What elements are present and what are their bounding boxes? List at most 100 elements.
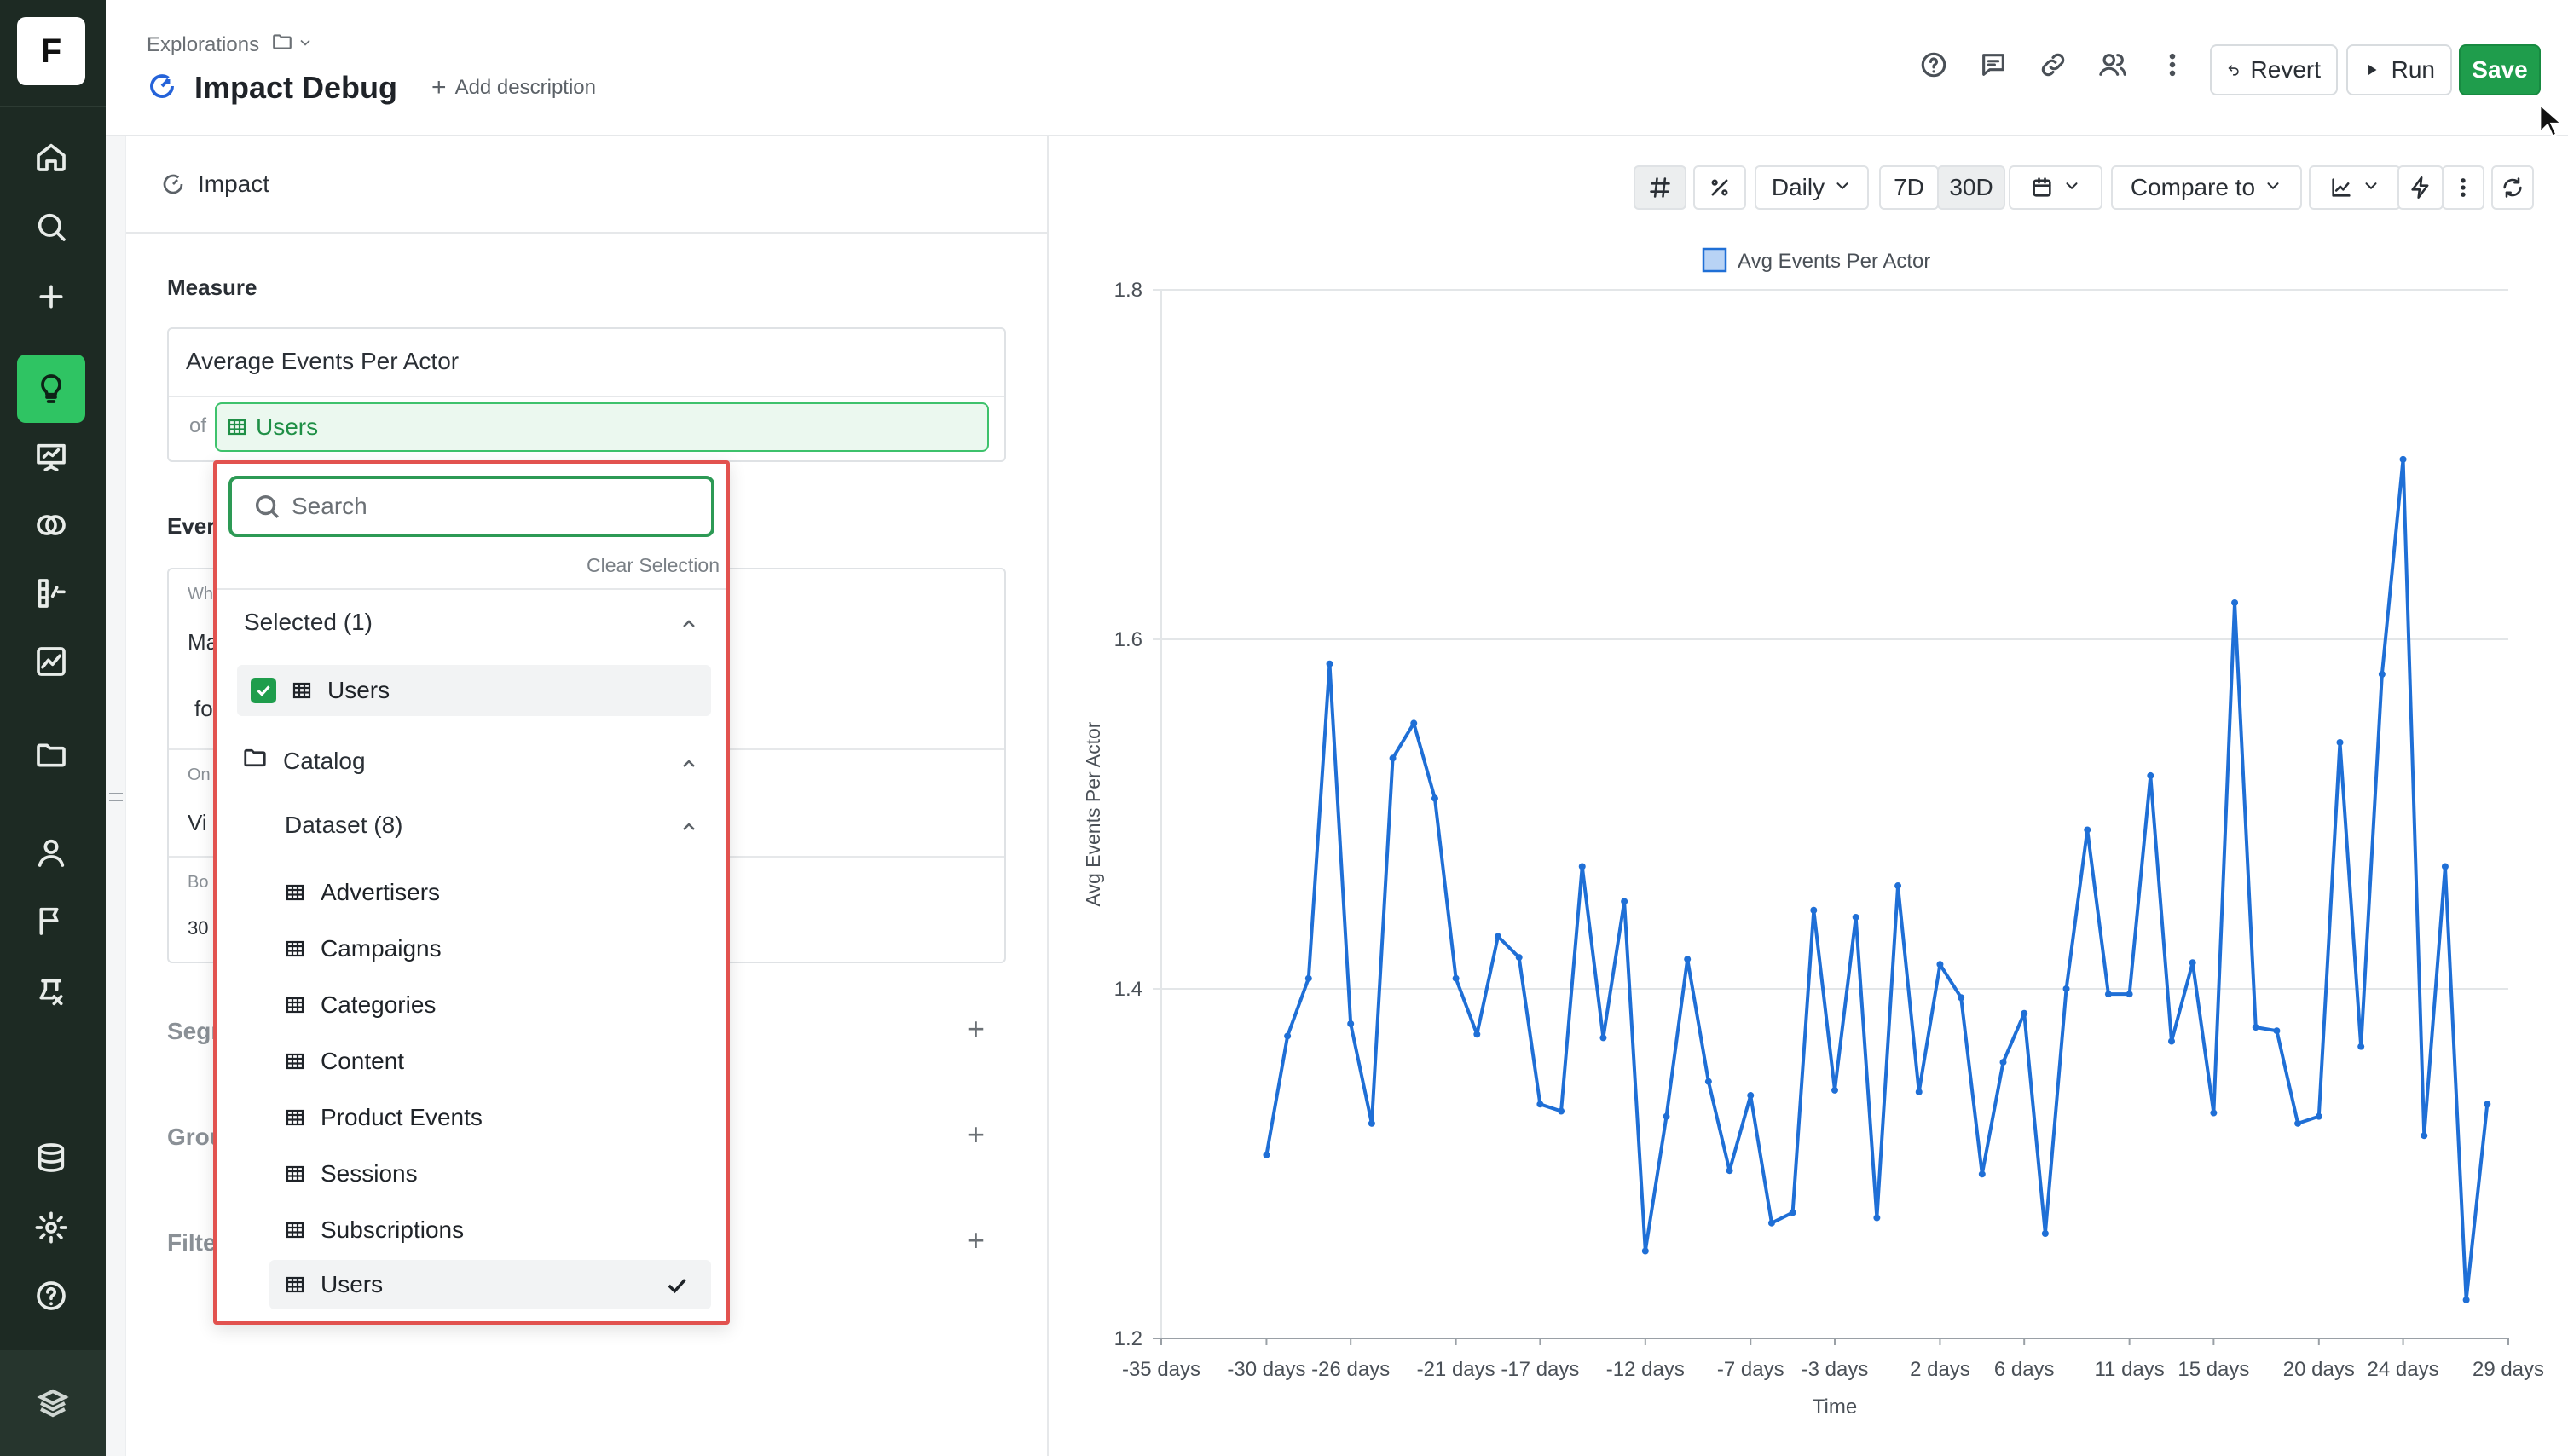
dropdown-search-input[interactable]: Search (228, 476, 714, 537)
chevron-up-icon[interactable] (679, 754, 699, 774)
dataset-item[interactable]: Subscriptions (285, 1205, 711, 1255)
impact-tab[interactable]: Impact (160, 170, 269, 198)
folder-icon[interactable] (271, 31, 293, 59)
link-icon[interactable] (2036, 48, 2070, 82)
data-point[interactable] (1536, 1101, 1544, 1108)
data-point[interactable] (2273, 1027, 2281, 1035)
data-point[interactable] (2062, 985, 2070, 992)
data-point[interactable] (2126, 991, 2133, 998)
granularity-select[interactable]: Daily (1755, 165, 1869, 210)
metrics-icon[interactable] (17, 559, 85, 627)
dataset-item[interactable]: Advertisers (285, 868, 711, 917)
entity-selector[interactable]: Users (215, 402, 989, 452)
folder-icon[interactable] (17, 721, 85, 789)
data-point[interactable] (1641, 1247, 1649, 1255)
home-icon[interactable] (17, 123, 85, 191)
dataset-item[interactable]: Categories (285, 980, 711, 1030)
data-point[interactable] (1410, 719, 1418, 727)
add-segment-button[interactable]: + (967, 1011, 986, 1046)
data-point[interactable] (1263, 1151, 1270, 1158)
events-view-text[interactable]: Vi (188, 810, 207, 835)
measure-select[interactable]: Average Events Per Actor (186, 348, 460, 374)
data-point[interactable] (1936, 961, 1944, 968)
run-button[interactable]: Run (2346, 44, 2452, 95)
data-point[interactable] (1304, 974, 1312, 982)
clear-selection-link[interactable]: Clear Selection (587, 554, 720, 576)
chevron-down-icon[interactable] (297, 33, 314, 57)
chevron-up-icon[interactable] (679, 614, 699, 634)
selected-item-users[interactable]: Users (237, 665, 711, 716)
refresh-button[interactable] (2491, 165, 2534, 210)
data-point[interactable] (1726, 1167, 1733, 1175)
data-point[interactable] (2294, 1119, 2302, 1127)
experiment-icon[interactable] (17, 958, 85, 1026)
data-point[interactable] (2104, 991, 2112, 998)
chart-type-select[interactable] (2309, 165, 2401, 210)
dataset-item[interactable]: Content (285, 1037, 711, 1086)
add-description-button[interactable]: + Add description (431, 73, 596, 101)
data-point[interactable] (1368, 1119, 1375, 1127)
plus-icon[interactable] (17, 263, 85, 331)
legend-swatch[interactable] (1702, 247, 1727, 273)
share-users-icon[interactable] (2096, 48, 2130, 82)
data-point[interactable] (2315, 1112, 2322, 1120)
data-point[interactable] (2462, 1296, 2470, 1303)
data-point[interactable] (2421, 1132, 2428, 1140)
data-point[interactable] (1767, 1219, 1775, 1227)
add-group-button[interactable]: + (967, 1117, 986, 1152)
data-point[interactable] (1831, 1086, 1838, 1094)
range-7d-button[interactable]: 7D (1879, 165, 1939, 210)
selected-section-header[interactable]: Selected (1) (244, 609, 373, 635)
data-point[interactable] (1684, 956, 1692, 963)
resize-handle[interactable] (109, 793, 123, 801)
percent-format-button[interactable] (1693, 165, 1746, 210)
flag-icon[interactable] (17, 887, 85, 955)
data-point[interactable] (1621, 898, 1628, 905)
data-point[interactable] (1347, 1020, 1355, 1027)
gear-icon[interactable] (17, 1193, 85, 1262)
help-icon[interactable] (1917, 48, 1951, 82)
lightbulb-icon[interactable] (17, 355, 85, 423)
data-point[interactable] (1915, 1088, 1923, 1095)
checkbox-checked-icon[interactable] (251, 678, 276, 703)
revert-button[interactable]: Revert (2210, 44, 2338, 95)
data-point[interactable] (2084, 826, 2091, 834)
more-vertical-icon[interactable] (2155, 48, 2189, 82)
data-point[interactable] (2231, 598, 2239, 606)
data-point[interactable] (1326, 660, 1333, 667)
help-icon[interactable] (17, 1262, 85, 1330)
data-point[interactable] (1873, 1214, 1881, 1222)
data-point[interactable] (1431, 794, 1438, 802)
lightning-button[interactable] (2397, 165, 2444, 210)
data-point[interactable] (2357, 1043, 2365, 1050)
number-format-button[interactable] (1634, 165, 1686, 210)
data-point[interactable] (2378, 671, 2386, 678)
search-icon[interactable] (17, 193, 85, 261)
data-point[interactable] (1389, 754, 1397, 762)
data-point[interactable] (2041, 1230, 2049, 1237)
chart-more-button[interactable] (2442, 165, 2484, 210)
data-point[interactable] (1958, 994, 1965, 1002)
compare-to-select[interactable]: Compare to (2111, 165, 2302, 210)
dataset-section-header[interactable]: Dataset (8) (285, 812, 403, 838)
data-point[interactable] (1894, 882, 1902, 890)
data-point[interactable] (2441, 863, 2449, 870)
events-for-text[interactable]: fo (194, 696, 213, 721)
data-point[interactable] (2484, 1101, 2491, 1108)
data-point[interactable] (1789, 1209, 1796, 1216)
data-point[interactable] (2336, 738, 2344, 746)
chevron-up-icon[interactable] (679, 817, 699, 837)
data-point[interactable] (1452, 974, 1460, 982)
data-point[interactable] (1495, 933, 1501, 940)
database-icon[interactable] (17, 1124, 85, 1192)
catalog-section-header[interactable]: Catalog (242, 745, 366, 777)
data-point[interactable] (1663, 1112, 1670, 1120)
data-point[interactable] (2168, 1037, 2175, 1045)
breadcrumb[interactable]: Explorations (147, 31, 314, 59)
data-point[interactable] (1747, 1092, 1755, 1100)
data-point[interactable] (1578, 863, 1586, 870)
data-point[interactable] (1473, 1031, 1481, 1038)
data-point[interactable] (1515, 954, 1523, 962)
dataset-item-selected[interactable]: Users (269, 1260, 711, 1309)
data-point[interactable] (1704, 1078, 1712, 1085)
